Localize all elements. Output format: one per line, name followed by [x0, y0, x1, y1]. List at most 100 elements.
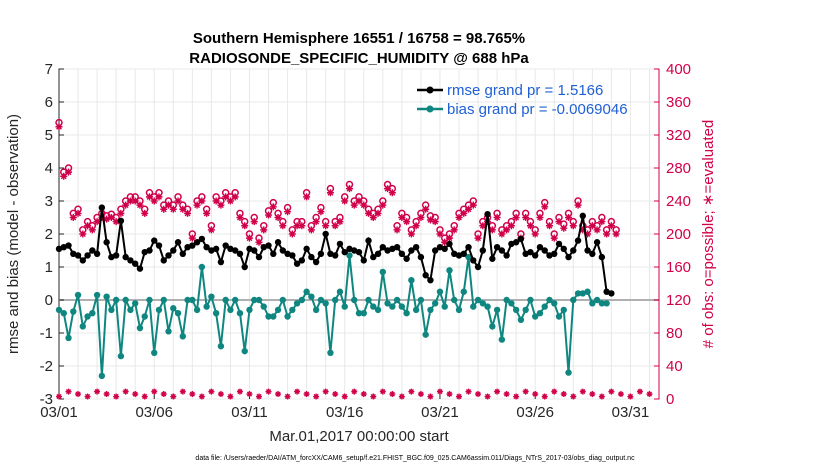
x-tick-label: 03/06	[135, 404, 173, 421]
bias-marker	[236, 310, 244, 317]
rmse-marker	[531, 252, 539, 259]
obs-evaluated-marker	[317, 208, 325, 216]
rmse-marker	[270, 250, 277, 257]
bias-marker	[179, 333, 187, 340]
rmse-marker	[222, 242, 229, 249]
obs-evaluated-marker	[426, 216, 434, 224]
y-tick-label-left: 2	[45, 226, 53, 243]
obs-evaluated-marker	[545, 222, 553, 230]
obs-evaluated-marker	[417, 214, 425, 221]
obs-evaluated-marker	[574, 201, 582, 209]
rmse-marker	[331, 252, 339, 259]
bias-marker	[436, 288, 444, 295]
obs-evaluated-marker	[474, 234, 482, 242]
rmse-marker	[422, 272, 429, 279]
rmse-marker	[541, 247, 548, 254]
rmse-marker	[317, 250, 325, 257]
rmse-marker	[289, 252, 296, 259]
obs-evaluated-marker	[326, 189, 334, 197]
bias-marker	[208, 293, 215, 300]
bias-marker	[460, 288, 467, 295]
obs-evaluated-marker	[260, 226, 268, 234]
obs-rejected-marker	[398, 393, 405, 400]
obs-evaluated-marker	[141, 209, 149, 217]
obs-evaluated-marker	[531, 230, 539, 238]
bias-marker	[565, 369, 572, 376]
bias-marker	[465, 253, 472, 261]
x-tick-label: 03/21	[421, 404, 459, 421]
rmse-marker	[84, 252, 91, 259]
rmse-marker	[151, 237, 158, 244]
bias-marker	[141, 313, 148, 320]
obs-evaluated-marker	[441, 238, 449, 246]
bias-marker	[417, 296, 425, 304]
obs-evaluated-marker	[565, 214, 573, 221]
obs-evaluated-marker	[588, 222, 596, 230]
bias-marker	[260, 303, 267, 310]
obs-evaluated-marker	[55, 123, 63, 131]
y-tick-label-left: 3	[45, 193, 53, 210]
rmse-marker	[165, 252, 172, 259]
obs-evaluated-marker	[336, 218, 344, 226]
obs-evaluated-marker	[231, 193, 239, 201]
bias-marker	[274, 306, 282, 314]
obs-rejected-marker	[570, 393, 577, 400]
bias-marker	[136, 324, 144, 332]
y-tick-label-right: 80	[666, 325, 683, 342]
obs-evaluated-marker	[607, 222, 615, 230]
rmse-marker	[117, 217, 125, 224]
bias-marker	[317, 296, 325, 304]
bias-marker	[84, 313, 91, 320]
obs-evaluated-marker	[331, 222, 339, 230]
rmse-marker	[98, 204, 106, 211]
obs-evaluated-marker	[226, 197, 234, 205]
obs-rejected-marker	[303, 391, 310, 398]
bias-marker	[574, 290, 582, 297]
rmse-marker	[155, 242, 163, 249]
bias-series	[55, 252, 610, 380]
rmse-marker	[474, 263, 482, 271]
legend-rmse-marker	[426, 86, 434, 94]
bias-marker	[431, 300, 439, 307]
obs-rejected-marker	[379, 388, 386, 395]
data-file-footnote: data file: /Users/raeder/DAI/ATM_forcXX/…	[195, 455, 635, 462]
bias-marker	[398, 303, 406, 310]
obs-evaluated-marker	[345, 185, 353, 193]
rmse-marker	[146, 247, 153, 254]
obs-evaluated-series	[55, 123, 653, 400]
obs-rejected-marker	[598, 393, 605, 400]
rmse-marker	[303, 245, 310, 253]
obs-evaluated-marker	[560, 224, 568, 232]
bias-marker	[351, 296, 358, 304]
rmse-marker	[360, 257, 367, 264]
obs-rejected-marker	[227, 393, 234, 400]
obs-rejected-marker	[179, 388, 186, 395]
obs-evaluated-marker	[298, 222, 306, 230]
bias-marker	[151, 349, 158, 356]
rmse-marker	[251, 247, 258, 254]
bias-marker	[331, 296, 339, 304]
obs-evaluated-marker	[288, 230, 296, 238]
obs-evaluated-marker	[436, 230, 444, 238]
rmse-marker	[341, 248, 348, 256]
bias-marker	[255, 296, 263, 304]
rmse-marker	[479, 247, 487, 254]
obs-rejected-marker	[475, 391, 482, 398]
obs-rejected-marker	[513, 393, 520, 400]
chart-title-line-2: RADIOSONDE_SPECIFIC_HUMIDITY @ 688 hPa	[189, 50, 529, 67]
bias-marker	[512, 306, 520, 314]
obs-evaluated-marker	[188, 234, 196, 242]
bias-marker	[474, 296, 482, 304]
obs-evaluated-marker	[88, 226, 96, 234]
obs-rejected-marker	[465, 388, 472, 395]
x-tick-label: 03/16	[326, 404, 364, 421]
obs-rejected-marker	[265, 388, 272, 395]
bias-marker	[379, 268, 387, 276]
obs-evaluated-marker	[579, 226, 587, 234]
obs-evaluated-marker	[107, 214, 115, 221]
rmse-marker	[427, 277, 434, 284]
obs-evaluated-marker	[455, 214, 463, 221]
obs-evaluated-marker	[407, 230, 415, 238]
y-tick-label-left: -3	[40, 391, 53, 408]
